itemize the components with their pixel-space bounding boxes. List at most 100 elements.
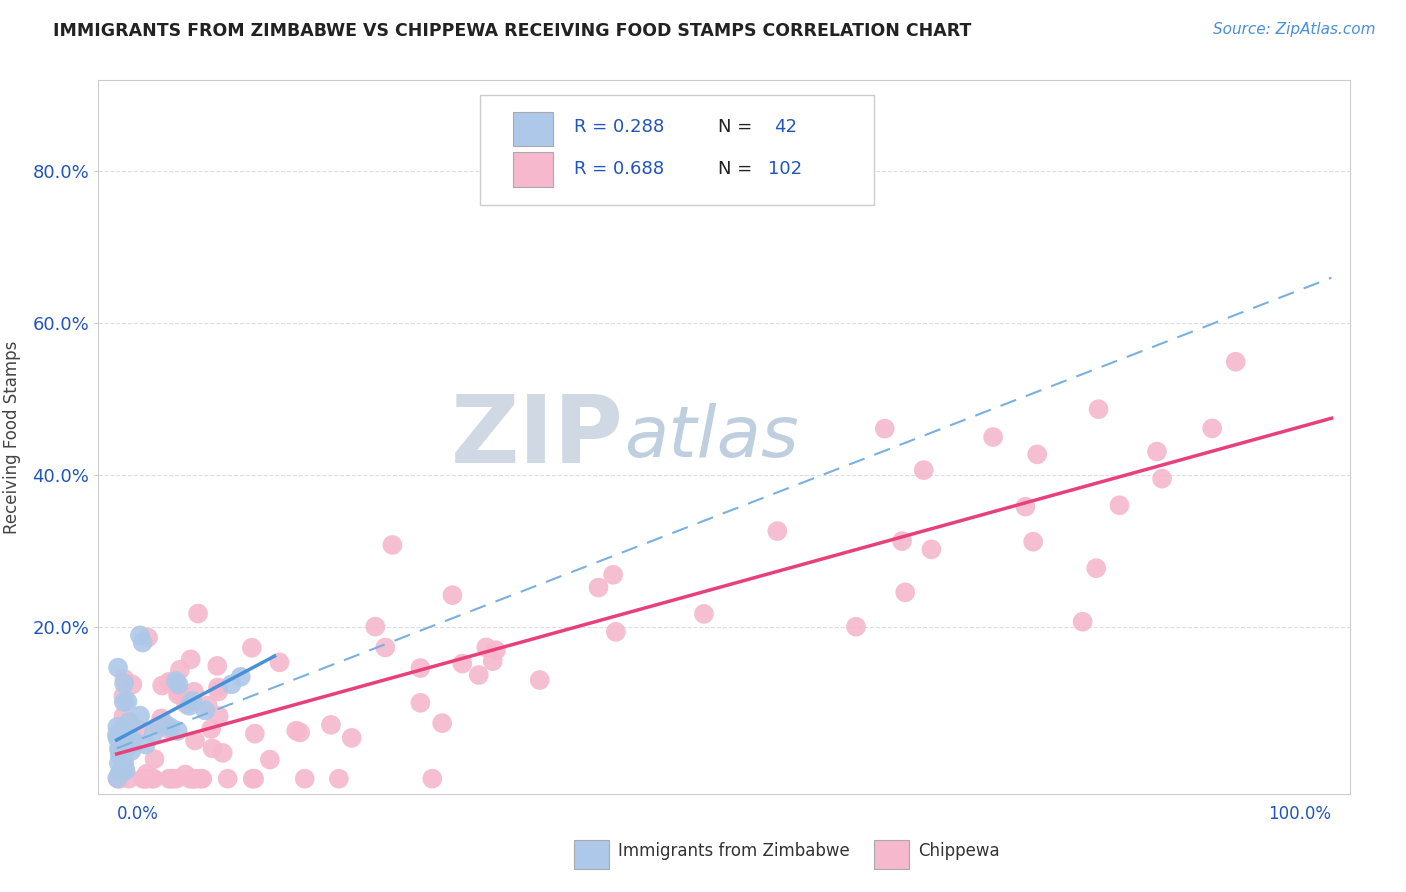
Text: atlas: atlas bbox=[624, 402, 799, 472]
Point bbox=[160, 772, 183, 786]
Point bbox=[112, 672, 135, 686]
Point bbox=[873, 422, 896, 436]
Point bbox=[605, 624, 627, 639]
Point bbox=[112, 756, 135, 771]
Point bbox=[166, 772, 188, 786]
Point bbox=[197, 698, 219, 713]
Point bbox=[179, 772, 201, 786]
FancyBboxPatch shape bbox=[513, 112, 553, 146]
Point bbox=[179, 698, 201, 713]
Point bbox=[121, 732, 143, 747]
Point bbox=[183, 685, 205, 699]
Point bbox=[183, 772, 205, 786]
Point bbox=[121, 677, 143, 691]
Point bbox=[157, 772, 180, 786]
Point bbox=[288, 725, 311, 739]
Text: IMMIGRANTS FROM ZIMBABWE VS CHIPPEWA RECEIVING FOOD STAMPS CORRELATION CHART: IMMIGRANTS FROM ZIMBABWE VS CHIPPEWA REC… bbox=[53, 22, 972, 40]
Point bbox=[142, 772, 165, 786]
Point bbox=[409, 696, 432, 710]
Point bbox=[485, 643, 508, 657]
Point bbox=[201, 741, 224, 756]
Point bbox=[602, 567, 624, 582]
Text: 102: 102 bbox=[768, 161, 801, 178]
Point bbox=[374, 640, 396, 655]
Point bbox=[207, 658, 229, 673]
Point bbox=[165, 673, 187, 688]
Point bbox=[143, 752, 166, 766]
Point bbox=[381, 538, 404, 552]
Point bbox=[114, 733, 136, 747]
Point bbox=[107, 772, 129, 786]
Point bbox=[1014, 500, 1036, 514]
Y-axis label: Receiving Food Stamps: Receiving Food Stamps bbox=[3, 341, 21, 533]
Point bbox=[150, 679, 173, 693]
Point bbox=[1150, 472, 1173, 486]
Point bbox=[693, 607, 716, 621]
Point bbox=[211, 746, 233, 760]
Point bbox=[1225, 354, 1247, 368]
Text: R = 0.688: R = 0.688 bbox=[574, 161, 664, 178]
Point bbox=[588, 581, 610, 595]
Text: Immigrants from Zimbabwe: Immigrants from Zimbabwe bbox=[617, 842, 849, 860]
Point bbox=[155, 717, 177, 731]
Point bbox=[420, 772, 443, 786]
Point bbox=[167, 687, 190, 701]
Point bbox=[112, 759, 135, 773]
Point bbox=[108, 765, 131, 780]
Point bbox=[120, 738, 142, 752]
Point bbox=[118, 714, 141, 729]
Point bbox=[1087, 402, 1109, 417]
Point bbox=[1022, 534, 1045, 549]
Point bbox=[112, 695, 135, 709]
Point bbox=[114, 764, 136, 778]
Point bbox=[191, 772, 214, 786]
Point bbox=[111, 744, 134, 758]
Point bbox=[259, 753, 281, 767]
Point bbox=[181, 694, 204, 708]
Point bbox=[481, 654, 503, 668]
Point bbox=[269, 656, 291, 670]
Point bbox=[142, 772, 165, 786]
Point bbox=[148, 718, 170, 732]
Point bbox=[108, 772, 131, 786]
Point bbox=[107, 660, 129, 674]
Text: 0.0%: 0.0% bbox=[117, 805, 159, 823]
Text: Chippewa: Chippewa bbox=[918, 842, 1000, 860]
Point bbox=[184, 733, 207, 747]
Point bbox=[127, 723, 149, 737]
Point bbox=[920, 542, 942, 557]
Point bbox=[243, 772, 266, 786]
Point bbox=[112, 676, 135, 690]
Point bbox=[107, 731, 129, 745]
Point bbox=[285, 723, 308, 738]
Point bbox=[159, 721, 181, 735]
Point bbox=[136, 631, 159, 645]
Point bbox=[117, 694, 139, 708]
Point bbox=[891, 534, 914, 549]
Point bbox=[187, 607, 209, 621]
Point bbox=[328, 772, 350, 786]
Point bbox=[108, 756, 131, 771]
Point bbox=[200, 722, 222, 736]
Point bbox=[409, 661, 432, 675]
Point bbox=[131, 635, 153, 649]
Point bbox=[105, 728, 128, 742]
Point bbox=[894, 585, 917, 599]
Point bbox=[132, 772, 155, 786]
Point bbox=[294, 772, 316, 786]
Text: Source: ZipAtlas.com: Source: ZipAtlas.com bbox=[1212, 22, 1375, 37]
Point bbox=[110, 748, 132, 763]
Text: 42: 42 bbox=[775, 118, 797, 136]
Point bbox=[111, 762, 134, 776]
Point bbox=[208, 709, 231, 723]
Point bbox=[468, 668, 491, 682]
Point bbox=[242, 772, 264, 786]
Point bbox=[441, 588, 464, 602]
Point bbox=[529, 673, 551, 687]
Text: ZIP: ZIP bbox=[451, 391, 624, 483]
Point bbox=[129, 628, 152, 642]
Point bbox=[108, 742, 131, 756]
Point bbox=[180, 652, 202, 666]
Point bbox=[108, 748, 131, 763]
Point bbox=[118, 772, 141, 786]
